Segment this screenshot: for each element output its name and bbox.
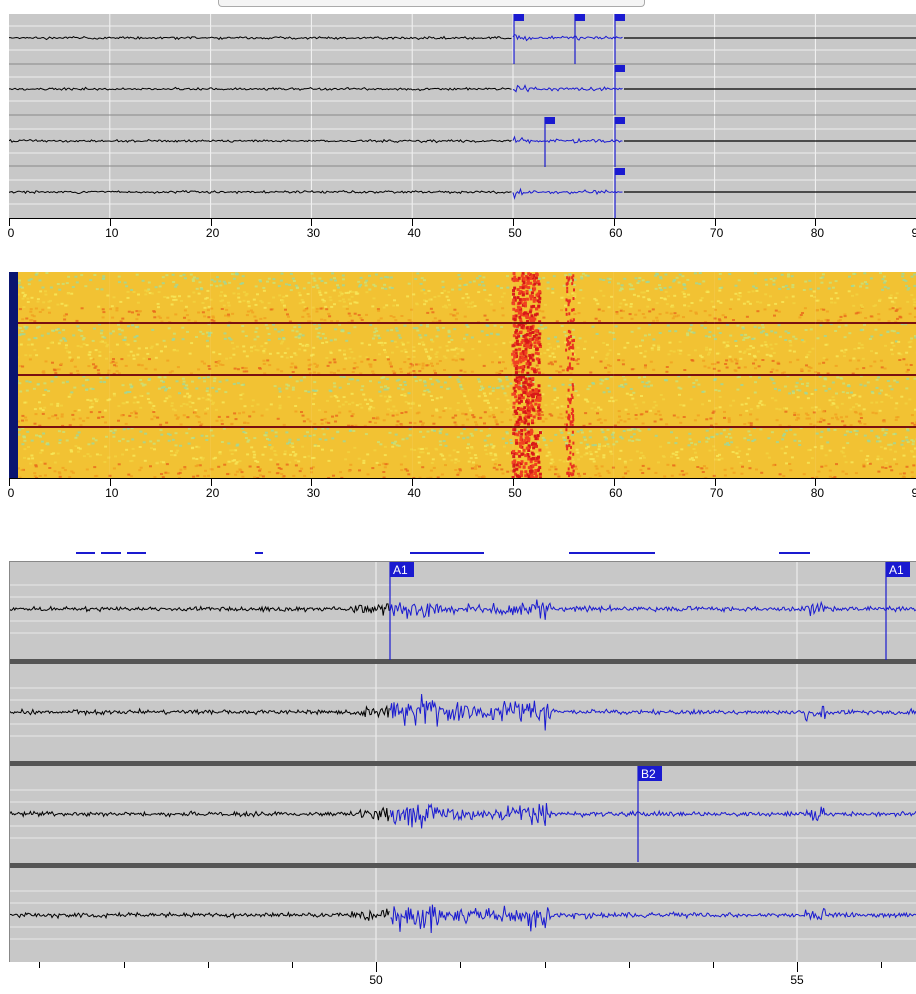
axis-tick <box>797 962 798 972</box>
selection-mark <box>127 552 146 554</box>
zoom-time-axis: 50 55 <box>0 962 916 994</box>
zoom-waveform-panel[interactable]: A1 A1 B2 <box>9 561 916 962</box>
axis-tick-label: 0 <box>7 226 15 240</box>
axis-tick-label: 80 <box>810 226 825 240</box>
selection-mark <box>410 552 484 554</box>
axis-tick <box>412 478 414 486</box>
axis-tick <box>629 962 630 968</box>
scrollbar-thumb[interactable] <box>218 0 645 7</box>
axis-tick-label: 50 <box>508 226 522 240</box>
axis-tick-label: 0 <box>7 486 15 500</box>
spectrogram-panel[interactable] <box>9 272 916 478</box>
pick-marker-label: B2 <box>641 767 656 781</box>
selection-mark <box>101 552 121 554</box>
pick-marker-flag <box>638 766 662 781</box>
axis-tick-label: 70 <box>709 226 724 240</box>
axis-tick-label: 55 <box>790 973 804 987</box>
axis-tick <box>513 478 514 486</box>
axis-tick <box>714 218 716 226</box>
overview-time-axis: 0 10 20 30 40 50 60 70 80 90 <box>0 218 916 250</box>
axis-tick-label: 40 <box>407 226 421 240</box>
axis-tick-label: 60 <box>609 226 623 240</box>
axis-tick <box>124 962 125 968</box>
pick-marker-label: A1 <box>889 563 904 577</box>
selection-mark <box>779 552 810 554</box>
axis-tick-label: 90 <box>911 226 916 240</box>
axis-tick <box>460 962 461 968</box>
overview-waveform-svg <box>9 14 916 218</box>
axis-tick-label: 50 <box>508 486 522 500</box>
axis-tick <box>545 962 546 968</box>
axis-tick <box>208 962 209 968</box>
axis-tick-label: 20 <box>205 486 220 500</box>
pick-marker-flag <box>886 562 910 577</box>
selection-mark <box>76 552 95 554</box>
axis-tick <box>513 218 514 226</box>
axis-tick-label: 90 <box>911 486 916 500</box>
axis-tick <box>713 962 714 968</box>
axis-tick-label: 30 <box>306 486 321 500</box>
axis-tick <box>9 218 10 226</box>
axis-tick-label: 70 <box>709 486 724 500</box>
axis-tick-label: 60 <box>609 486 623 500</box>
axis-tick-label: 10 <box>105 486 119 500</box>
pick-marker-flag <box>390 562 414 577</box>
overview-waveform-panel[interactable] <box>9 14 916 218</box>
axis-tick <box>815 478 817 486</box>
axis-tick-label: 40 <box>407 486 421 500</box>
axis-tick <box>613 218 615 226</box>
axis-tick <box>714 478 716 486</box>
axis-tick <box>109 478 111 486</box>
spectrogram-svg <box>9 272 916 478</box>
selection-mark <box>255 552 263 554</box>
axis-tick <box>39 962 40 968</box>
axis-tick-label: 10 <box>105 226 119 240</box>
axis-tick <box>9 478 10 486</box>
axis-tick-label: 30 <box>306 226 321 240</box>
axis-tick-label: 50 <box>369 973 383 987</box>
axis-tick <box>292 962 293 968</box>
zoom-waveform-svg: A1 A1 B2 <box>10 562 916 962</box>
axis-tick <box>311 478 313 486</box>
axis-tick <box>815 218 817 226</box>
axis-tick-label: 20 <box>205 226 220 240</box>
pick-marker-label: A1 <box>393 563 408 577</box>
axis-tick <box>881 962 882 968</box>
axis-tick <box>376 962 377 972</box>
axis-tick <box>210 218 212 226</box>
axis-tick <box>412 218 414 226</box>
axis-tick-label: 80 <box>810 486 825 500</box>
axis-tick <box>210 478 212 486</box>
selection-mark <box>569 552 655 554</box>
axis-tick <box>613 478 615 486</box>
axis-tick <box>109 218 111 226</box>
spectrogram-time-axis: 0 10 20 30 40 50 60 70 80 90 <box>0 478 916 510</box>
axis-tick <box>311 218 313 226</box>
